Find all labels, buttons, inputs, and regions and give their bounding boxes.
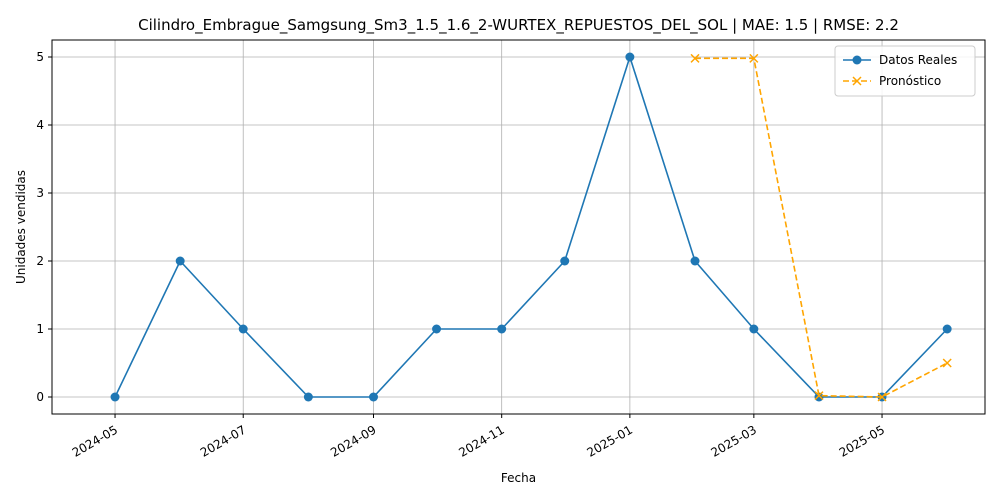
y-axis-label: Unidades vendidas bbox=[14, 170, 28, 284]
data-point bbox=[432, 324, 442, 334]
data-point bbox=[690, 256, 700, 266]
y-tick-label: 4 bbox=[36, 118, 44, 132]
x-tick-label: 2024-09 bbox=[328, 423, 378, 460]
legend-box bbox=[834, 45, 976, 97]
x-axis-label: Fecha bbox=[501, 471, 536, 485]
series-layer bbox=[110, 52, 952, 402]
data-point bbox=[625, 52, 635, 62]
legend-item: Datos Reales bbox=[843, 53, 957, 67]
x-tick-label: 2024-07 bbox=[198, 423, 248, 460]
series-actual bbox=[110, 52, 952, 402]
data-point bbox=[852, 55, 862, 65]
x-axis: 2024-05 2024-07 2024-09 2024-11 2025-01 2025-… bbox=[70, 414, 887, 460]
data-point bbox=[560, 256, 570, 266]
legend-item: Pronóstico bbox=[843, 74, 941, 88]
legend: Datos Reales Pronóstico bbox=[834, 45, 976, 97]
y-tick-label: 3 bbox=[36, 186, 44, 200]
grid-lines bbox=[52, 40, 985, 414]
data-point bbox=[749, 324, 759, 334]
data-point bbox=[369, 392, 379, 402]
plot-frame bbox=[51, 39, 986, 415]
data-point bbox=[238, 324, 248, 334]
x-tick-label: 2025-05 bbox=[837, 423, 887, 460]
data-point bbox=[814, 392, 824, 402]
x-tick-label: 2025-03 bbox=[709, 423, 759, 460]
legend-label: Pronóstico bbox=[879, 74, 941, 88]
data-point bbox=[814, 391, 824, 401]
data-point bbox=[942, 358, 952, 368]
y-axis: 0 1 2 3 4 5 bbox=[36, 50, 52, 404]
series-line bbox=[114, 54, 948, 398]
data-point bbox=[110, 392, 120, 402]
x-tick-label: 2024-11 bbox=[456, 423, 506, 460]
data-point bbox=[303, 392, 313, 402]
x-tick-label: 2024-05 bbox=[70, 423, 120, 460]
series-forecast bbox=[690, 53, 952, 402]
y-tick-label: 5 bbox=[36, 50, 44, 64]
data-point bbox=[942, 324, 952, 334]
data-point bbox=[175, 256, 185, 266]
data-point bbox=[877, 392, 887, 402]
data-point bbox=[749, 53, 759, 63]
series-line bbox=[695, 57, 948, 398]
y-tick-label: 1 bbox=[36, 322, 44, 336]
y-tick-label: 2 bbox=[36, 254, 44, 268]
data-point bbox=[497, 324, 507, 334]
data-point bbox=[690, 53, 700, 63]
chart-title: Cilindro_Embrague_Samgsung_Sm3_1.5_1.6_2… bbox=[138, 16, 899, 35]
legend-label: Datos Reales bbox=[879, 53, 957, 67]
y-tick-label: 0 bbox=[36, 390, 44, 404]
data-point bbox=[852, 76, 862, 86]
x-tick-label: 2025-01 bbox=[585, 423, 635, 460]
